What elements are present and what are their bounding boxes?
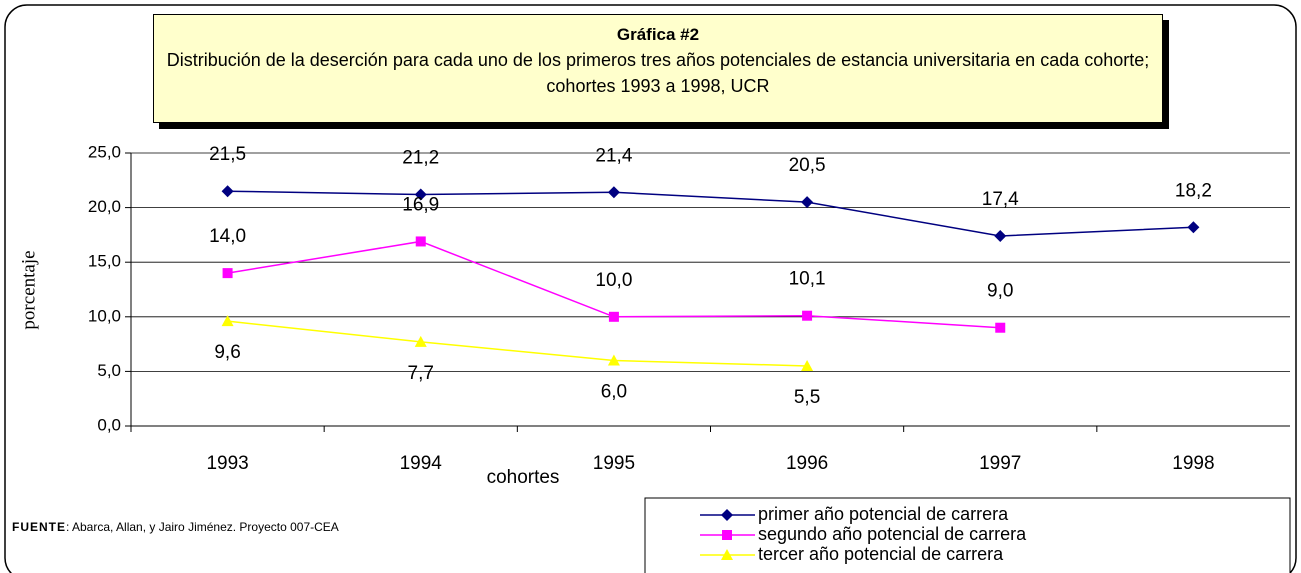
x-tick-label: 1995 <box>593 453 635 474</box>
data-point <box>995 322 1006 333</box>
legend-marker <box>721 509 733 521</box>
x-tick-label: 1997 <box>979 453 1021 474</box>
legend-label: tercer año potencial de carrera <box>758 544 1004 564</box>
x-tick-label: 1996 <box>786 453 828 474</box>
frame <box>4 4 1297 573</box>
data-label: 21,4 <box>595 145 632 166</box>
data-label: 21,2 <box>402 148 439 169</box>
data-label: 18,2 <box>1175 180 1212 201</box>
data-point <box>801 196 814 209</box>
y-tick-label: 25,0 <box>88 142 121 161</box>
title-box: Gráfica #2 Distribución de la deserción … <box>153 14 1163 123</box>
source-text: : Abarca, Allan, y Jairo Jiménez. Proyec… <box>66 520 339 534</box>
data-label: 7,7 <box>408 363 434 384</box>
source: FUENTE: Abarca, Allan, y Jairo Jiménez. … <box>12 520 339 534</box>
y-tick-label: 0,0 <box>97 415 121 434</box>
data-label: 21,5 <box>209 144 246 165</box>
chart-title: Gráfica #2 <box>616 25 700 44</box>
data-label: 6,0 <box>601 381 627 402</box>
x-tick-label: 1993 <box>206 453 248 474</box>
y-axis-label: porcentaje <box>18 250 39 329</box>
x-axis-label: cohortes <box>487 467 560 488</box>
y-tick-label: 15,0 <box>88 252 121 271</box>
legend-marker <box>721 549 733 560</box>
chart-subtitle: Distribución de la deserción para cada u… <box>166 50 1150 96</box>
data-point <box>801 359 814 371</box>
y-tick-label: 5,0 <box>97 361 121 380</box>
data-label: 10,0 <box>595 270 632 291</box>
data-point <box>608 311 619 322</box>
legend-label: segundo año potencial de carrera <box>758 524 1027 544</box>
data-label: 9,6 <box>214 342 240 363</box>
data-point <box>222 268 233 279</box>
y-tick-label: 10,0 <box>88 306 121 325</box>
data-label: 17,4 <box>982 189 1019 210</box>
data-label: 10,1 <box>789 269 826 290</box>
data-label: 9,0 <box>987 281 1013 302</box>
data-label: 20,5 <box>789 155 826 176</box>
data-point <box>415 236 426 247</box>
data-label: 14,0 <box>209 226 246 247</box>
data-label: 16,9 <box>402 194 439 215</box>
data-point <box>994 229 1007 242</box>
data-point <box>802 310 813 321</box>
legend-marker <box>722 530 732 540</box>
data-point <box>1187 221 1200 234</box>
data-point <box>414 335 427 347</box>
source-label: FUENTE <box>12 520 66 534</box>
data-point <box>607 186 620 199</box>
series-line <box>227 320 808 367</box>
series-line <box>227 190 1194 237</box>
x-tick-label: 1994 <box>400 453 443 474</box>
data-label: 5,5 <box>794 387 820 408</box>
y-tick-label: 20,0 <box>88 197 121 216</box>
data-point <box>607 354 620 366</box>
x-tick-label: 1998 <box>1172 453 1214 474</box>
data-point <box>221 315 234 327</box>
data-point <box>414 188 427 201</box>
legend-label: primer año potencial de carrera <box>758 504 1009 524</box>
data-point <box>221 185 234 198</box>
